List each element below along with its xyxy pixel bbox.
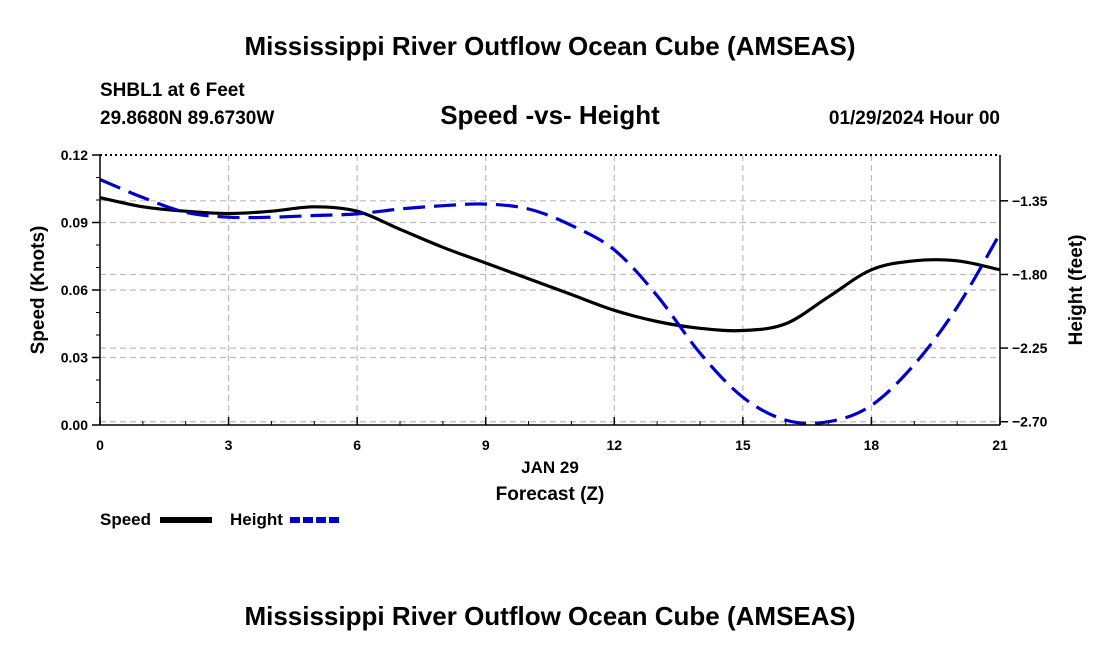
station-label: SHBL1 at 6 Feet — [100, 80, 245, 101]
chart-title: Speed -vs- Height — [440, 100, 660, 130]
y-axis-label: Speed (Knots) — [28, 226, 49, 355]
y2-tick-label: −2.25 — [1012, 340, 1048, 356]
y2-tick-label: −1.35 — [1012, 193, 1048, 209]
y2-tick-label: −2.70 — [1012, 414, 1048, 430]
series-line-speed — [99, 196, 1001, 333]
y-tick-label: 0.00 — [61, 417, 88, 433]
x-axis-date-label: JAN 29 — [521, 458, 579, 477]
legend-height-label: Height — [230, 510, 283, 529]
x-tick-label: 3 — [225, 437, 233, 453]
x-tick-label: 12 — [606, 437, 622, 453]
forecast-datetime: 01/29/2024 Hour 00 — [829, 108, 1000, 129]
station-coordinates: 29.8680N 89.6730W — [100, 108, 274, 129]
x-tick-label: 15 — [735, 437, 751, 453]
y-tick-label: 0.12 — [61, 147, 88, 163]
y-tick-label: 0.09 — [61, 215, 88, 231]
y-tick-label: 0.03 — [61, 350, 88, 366]
x-axis-label: Forecast (Z) — [496, 484, 605, 505]
y-tick-label: 0.06 — [61, 282, 88, 298]
y2-tick-label: −1.80 — [1012, 266, 1048, 282]
y2-axis-label: Height (feet) — [1066, 235, 1087, 346]
legend: Speed Height — [100, 510, 342, 529]
x-tick-label: 9 — [482, 437, 490, 453]
x-tick-label: 6 — [353, 437, 361, 453]
grid-lines — [100, 155, 1000, 425]
x-tick-label: 0 — [96, 437, 104, 453]
page-title: Mississippi River Outflow Ocean Cube (AM… — [244, 31, 855, 61]
series-lines — [99, 178, 1002, 425]
x-tick-label: 21 — [992, 437, 1008, 453]
footer-title: Mississippi River Outflow Ocean Cube (AM… — [244, 601, 855, 631]
x-tick-label: 18 — [864, 437, 880, 453]
axis-ticks: 0 3 6 9 12 15 18 21 0.00 0.03 0.06 0.09 0.12 −2.70 −2.… — [61, 147, 1048, 453]
series-line-height — [99, 178, 1002, 425]
legend-speed-label: Speed — [100, 510, 151, 529]
